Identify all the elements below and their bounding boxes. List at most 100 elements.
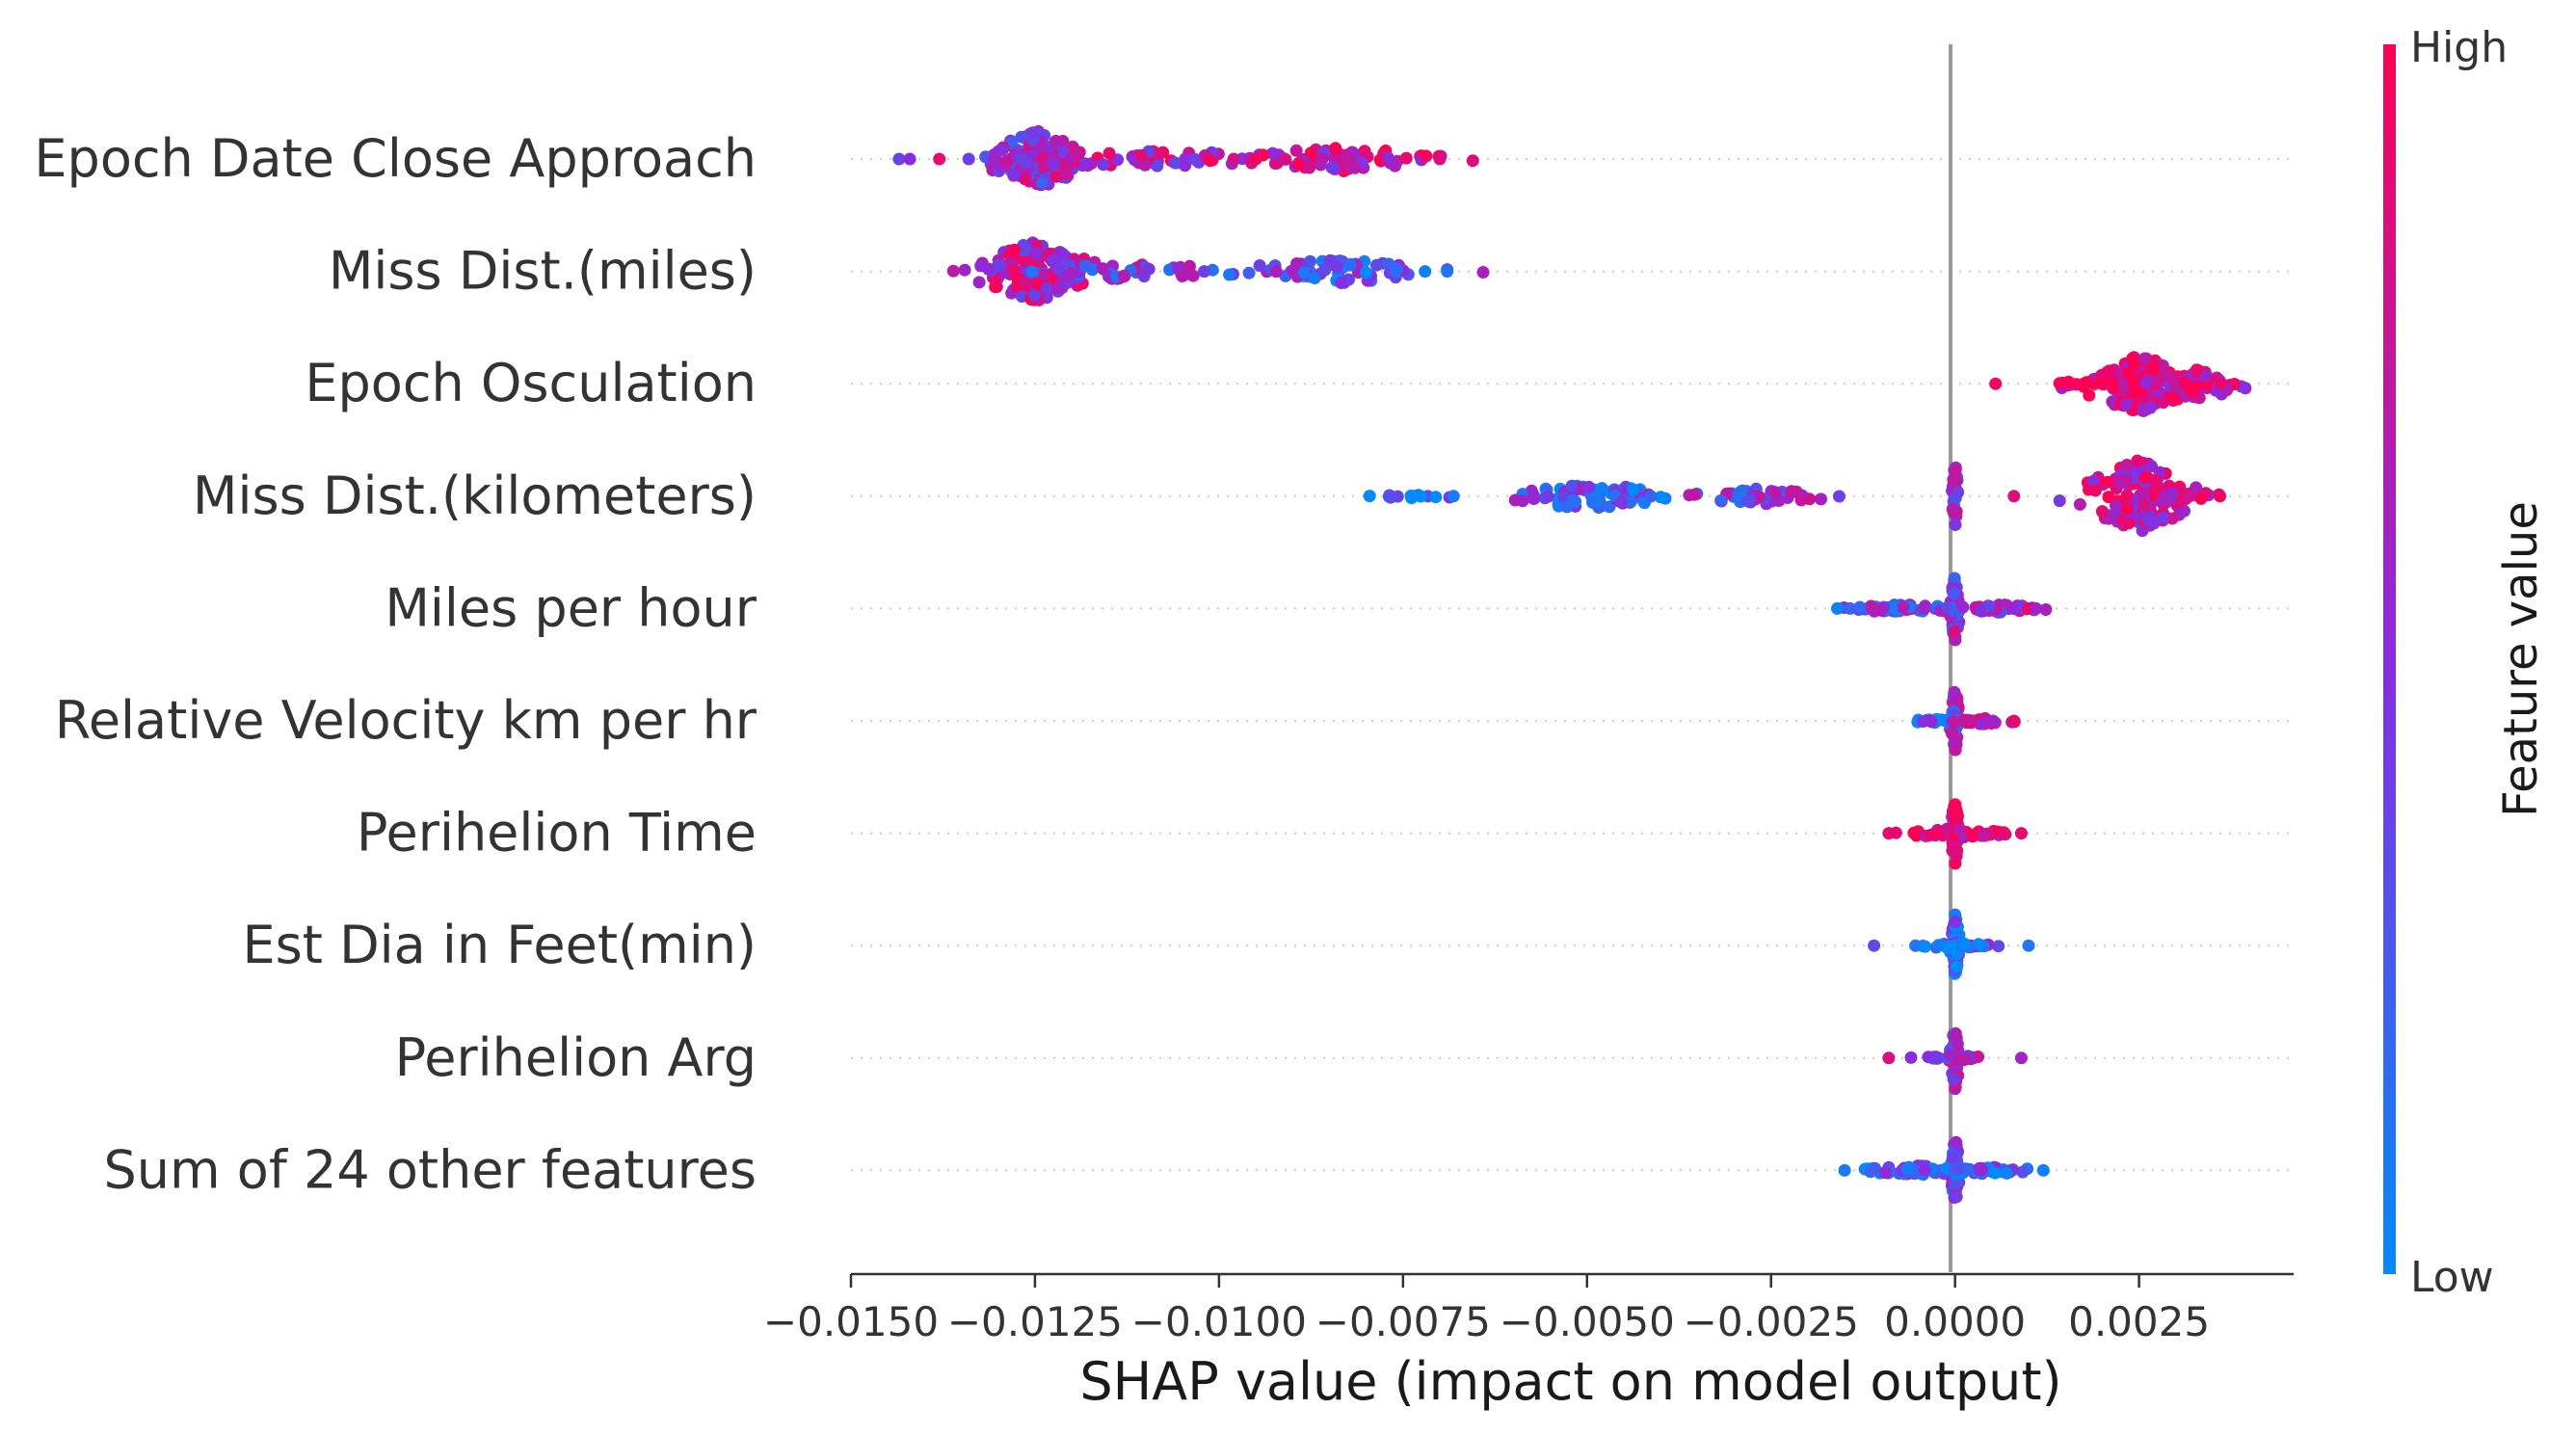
- colorbar-high-label: High: [2410, 23, 2508, 72]
- data-point: [1071, 146, 1084, 160]
- data-point: [1142, 262, 1155, 276]
- data-point: [1952, 486, 1965, 499]
- feature-labels: Epoch Date Close Approach Miss Dist.(mile…: [34, 128, 757, 1200]
- data-point: [1654, 491, 1667, 504]
- data-point: [1962, 713, 1975, 727]
- data-point: [1963, 1162, 1977, 1176]
- data-point: [2007, 714, 2021, 728]
- data-point: [1007, 264, 1021, 278]
- feature-label: Miss Dist.(miles): [329, 241, 757, 302]
- data-point: [1341, 150, 1354, 164]
- data-point: [1947, 1073, 1960, 1086]
- data-point: [2039, 603, 2053, 616]
- data-point: [1227, 152, 1240, 166]
- data-point: [2053, 494, 2066, 508]
- data-point: [1419, 265, 1432, 279]
- feature-row-points: [1882, 1026, 2028, 1096]
- data-point: [1949, 519, 1962, 531]
- x-tick-label: −0.0100: [1131, 1298, 1307, 1345]
- feature-row-points: [1882, 798, 2028, 870]
- data-point: [1078, 157, 1092, 171]
- data-point: [1381, 150, 1394, 164]
- data-point: [2127, 377, 2139, 389]
- data-point: [1049, 170, 1063, 183]
- data-point: [1904, 1050, 1918, 1064]
- data-point: [1957, 937, 1971, 950]
- feature-row-points: [1831, 572, 2053, 647]
- data-point: [2199, 369, 2213, 383]
- data-point: [2022, 939, 2035, 952]
- data-point: [1615, 495, 1629, 509]
- data-point: [1944, 1049, 1957, 1062]
- data-point: [1974, 604, 1987, 618]
- data-point: [1249, 152, 1262, 166]
- data-point: [1007, 168, 1021, 181]
- data-point: [1941, 600, 1953, 614]
- feature-row-points: [1868, 908, 2035, 980]
- data-point: [1008, 243, 1022, 256]
- data-point: [1868, 1161, 1881, 1175]
- data-point: [1061, 269, 1075, 282]
- feature-row-points: [1838, 1135, 2050, 1204]
- data-point: [1303, 161, 1316, 174]
- data-point: [1949, 464, 1962, 477]
- data-point: [2131, 454, 2144, 467]
- data-point: [2139, 376, 2153, 389]
- data-point: [2194, 492, 2208, 505]
- data-point: [972, 276, 986, 289]
- feature-label: Perihelion Time: [357, 803, 757, 864]
- data-point: [1972, 1050, 1985, 1063]
- data-point: [2147, 362, 2161, 376]
- feature-label: Miss Dist.(kilometers): [193, 465, 757, 526]
- x-tick-label: −0.0025: [1684, 1298, 1859, 1345]
- feature-label: Epoch Date Close Approach: [34, 128, 757, 189]
- feature-row-points: [1989, 351, 2252, 417]
- data-point: [1051, 280, 1065, 294]
- data-point: [1900, 1162, 1914, 1176]
- data-point: [1325, 161, 1339, 174]
- data-point: [2093, 376, 2106, 389]
- x-tick-label: −0.0150: [763, 1298, 939, 1345]
- data-point: [2140, 513, 2154, 526]
- data-point: [1335, 277, 1348, 289]
- data-point: [1508, 493, 1522, 507]
- data-point: [1980, 827, 1994, 840]
- data-point: [2108, 382, 2121, 394]
- data-point: [2014, 827, 2028, 840]
- data-point: [2101, 365, 2113, 379]
- data-point: [1253, 259, 1266, 272]
- data-point: [2119, 473, 2133, 487]
- data-point: [1399, 151, 1413, 165]
- data-point: [1831, 601, 1844, 615]
- data-point: [1999, 828, 2012, 841]
- data-point: [2095, 505, 2109, 519]
- data-point: [1986, 714, 2000, 728]
- data-point: [1290, 257, 1304, 270]
- data-point: [1315, 152, 1329, 166]
- data-point: [1035, 176, 1049, 190]
- data-point: [1951, 1162, 1964, 1176]
- data-point: [1179, 152, 1192, 166]
- data-point: [1025, 265, 1039, 279]
- data-point: [1976, 1163, 1988, 1177]
- x-tick-label: −0.0125: [947, 1298, 1123, 1345]
- feature-label: Perihelion Arg: [395, 1027, 757, 1088]
- data-point: [2214, 490, 2227, 503]
- data-point: [1946, 502, 1959, 516]
- data-point: [958, 263, 971, 277]
- data-point: [2120, 489, 2134, 502]
- data-point: [1945, 940, 1958, 953]
- data-point: [903, 152, 916, 166]
- data-point: [1882, 1051, 1896, 1065]
- data-point: [1204, 154, 1216, 168]
- data-point: [1868, 939, 1881, 952]
- data-point: [2166, 487, 2180, 500]
- data-point: [1389, 265, 1402, 279]
- data-point: [1035, 140, 1049, 153]
- data-point: [1925, 828, 1938, 841]
- data-point: [1476, 266, 1490, 279]
- colorbar-title: Feature value: [2494, 501, 2548, 817]
- data-point: [2016, 1165, 2030, 1179]
- data-point: [2120, 502, 2134, 516]
- feature-row-points: [1363, 454, 2227, 538]
